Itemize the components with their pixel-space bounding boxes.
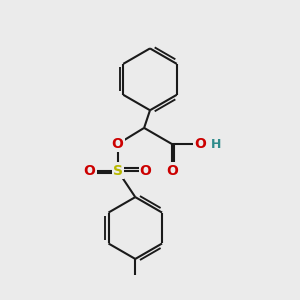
Text: H: H: [211, 138, 221, 151]
Text: O: O: [112, 137, 124, 151]
Text: O: O: [84, 164, 96, 178]
Text: S: S: [112, 164, 123, 178]
Text: O: O: [166, 164, 178, 178]
Text: O: O: [140, 164, 152, 178]
Text: O: O: [194, 137, 206, 151]
